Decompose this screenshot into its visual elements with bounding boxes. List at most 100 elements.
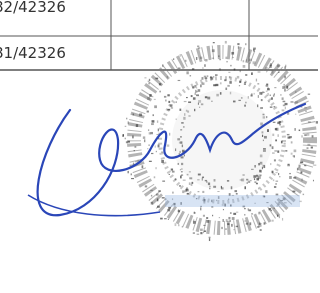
stamp-speck	[224, 79, 226, 81]
stamp-speck	[274, 150, 277, 151]
stamp-speck	[186, 97, 188, 98]
stamp-speck	[246, 223, 248, 225]
stamp-speck	[260, 162, 263, 165]
stamp-speck	[157, 120, 158, 122]
stamp-speck	[307, 147, 309, 148]
stamp-speck	[262, 92, 265, 93]
stamp-speck	[193, 232, 195, 233]
stamp-speck	[196, 94, 199, 96]
stamp-speck	[133, 114, 134, 116]
stamp-speck	[154, 176, 156, 178]
stamp-speck	[229, 81, 231, 84]
stamp-speck	[147, 111, 149, 113]
stamp-speck	[262, 131, 264, 133]
stamp-speck	[244, 214, 245, 216]
stamp-speck	[149, 161, 152, 162]
stamp-speck	[155, 167, 156, 169]
stamp-speck	[190, 75, 191, 76]
stamp-speck	[260, 123, 263, 126]
stamp-speck	[180, 141, 182, 143]
stamp-speck	[291, 141, 293, 143]
stamp-speck	[265, 67, 267, 69]
stamp-speck	[274, 87, 276, 88]
stamp-speck	[183, 117, 185, 120]
stamp-speck	[228, 217, 230, 220]
stamp-speck	[285, 150, 287, 151]
stamp-speck	[171, 169, 173, 171]
stamp-speck	[181, 174, 183, 175]
stamp-speck	[182, 190, 184, 193]
stamp-speck	[258, 188, 259, 190]
stamp-speck	[293, 177, 296, 179]
stamp-speck	[180, 54, 181, 57]
stamp-speck	[241, 97, 243, 98]
stamp-speck	[145, 185, 147, 187]
stamp-speck	[178, 210, 180, 212]
stamp-speck	[294, 128, 296, 131]
stamp-speck	[225, 57, 227, 59]
stamp-speck	[262, 135, 263, 137]
stamp-speck	[256, 79, 257, 82]
stamp-speck	[271, 97, 273, 99]
stamp-speck	[237, 76, 239, 79]
stamp-speck	[212, 215, 213, 216]
stamp-speck	[251, 169, 254, 170]
stamp-speck	[209, 238, 210, 241]
stamp-speck	[260, 107, 263, 108]
stamp-speck	[172, 192, 174, 194]
stamp-speck	[283, 105, 286, 107]
stamp-speck	[226, 61, 227, 62]
stamp-speck	[151, 153, 153, 154]
stamp-speck	[201, 103, 203, 105]
stamp-speck	[222, 219, 223, 222]
stamp-speck	[168, 207, 171, 209]
stamp-speck	[251, 93, 253, 95]
stamp-speck	[275, 183, 277, 184]
stamp-speck	[151, 123, 154, 125]
stamp-speck	[225, 41, 227, 44]
stamp-speck	[268, 101, 269, 102]
stamp-speck	[304, 134, 306, 136]
stamp-speck	[256, 183, 258, 185]
stamp-speck	[213, 186, 216, 188]
stamp-speck	[202, 191, 204, 193]
stamp-speck	[168, 219, 169, 220]
stamp-speck	[208, 183, 210, 186]
stamp-speck	[282, 86, 284, 89]
stamp-speck	[299, 130, 300, 131]
stamp-speck	[193, 221, 196, 224]
stamp-speck	[198, 100, 201, 103]
stamp-speck	[308, 121, 311, 122]
stamp-speck	[131, 173, 132, 175]
stamp-speck	[267, 88, 268, 89]
stamp-speck	[155, 145, 156, 147]
stamp-speck	[316, 121, 318, 123]
stamp-speck	[219, 217, 220, 218]
stamp-speck	[274, 159, 276, 161]
stamp-speck	[250, 222, 251, 225]
stamp-speck	[223, 209, 224, 210]
stamp-speck	[272, 153, 275, 154]
stamp-speck	[264, 222, 266, 224]
stamp-speck	[232, 217, 235, 220]
stamp-speck	[192, 182, 194, 184]
stamp-speck	[179, 153, 180, 154]
stamp-speck	[203, 215, 205, 217]
stamp-speck	[276, 181, 279, 182]
stamp-speck	[189, 182, 191, 185]
stamp-speck	[221, 187, 224, 189]
stamp-speck	[171, 107, 173, 108]
stamp-speck	[261, 99, 263, 101]
stamp-speck	[197, 179, 199, 180]
stamp-speck	[207, 76, 209, 77]
stamp-speck	[243, 65, 246, 68]
stamp-speck	[282, 109, 285, 111]
stamp-speck	[191, 184, 193, 186]
stamp-speck	[244, 186, 246, 189]
stamp-speck	[258, 176, 261, 179]
stamp-speck	[161, 151, 163, 152]
stamp-speck	[192, 86, 194, 88]
stamp-speck	[134, 150, 135, 151]
stamp-speck	[179, 142, 181, 144]
stamp-speck	[262, 165, 265, 167]
